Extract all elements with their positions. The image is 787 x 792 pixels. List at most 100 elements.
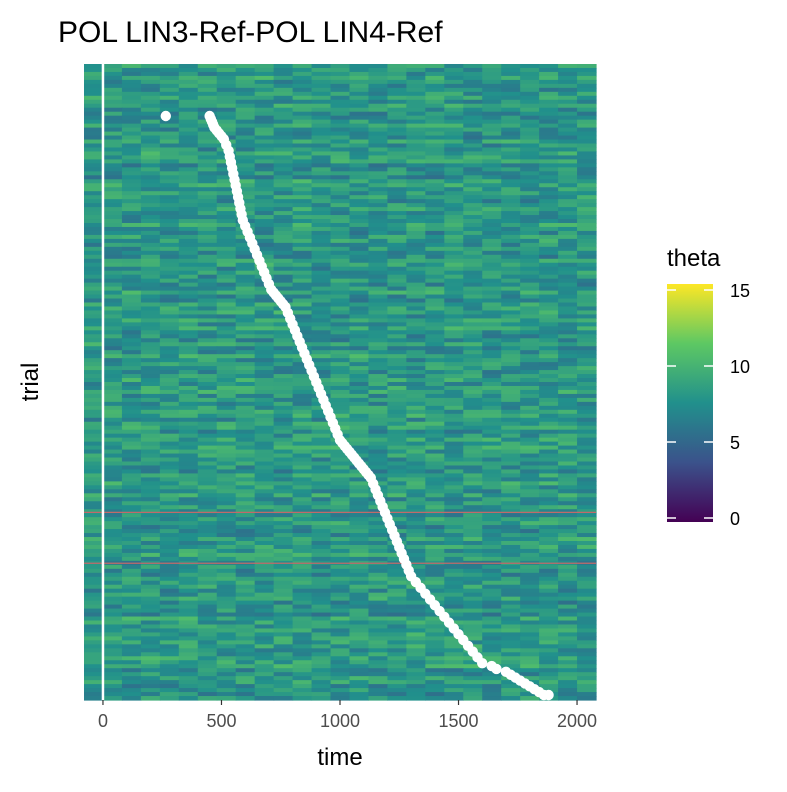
heatmap-cell: [330, 127, 351, 133]
heatmap-cell: [444, 441, 464, 447]
heatmap-cell: [482, 401, 502, 407]
heatmap-cell: [178, 401, 199, 407]
heatmap-cell: [102, 99, 123, 105]
heatmap-cell: [311, 453, 332, 459]
heatmap-cell: [501, 230, 521, 236]
heatmap-cell: [292, 230, 313, 236]
heatmap-cell: [501, 608, 521, 614]
heatmap-cell: [235, 401, 256, 407]
heatmap-cell: [349, 660, 370, 665]
heatmap-cell: [140, 437, 161, 443]
heatmap-cell: [482, 262, 502, 268]
heatmap-cell: [577, 644, 597, 649]
heatmap-cell: [84, 397, 104, 403]
heatmap-cell: [140, 302, 161, 308]
heatmap-cell: [406, 179, 426, 184]
heatmap-cell: [159, 501, 180, 506]
heatmap-cell: [330, 191, 351, 196]
heatmap-cell: [84, 342, 104, 347]
heatmap-cell: [577, 636, 597, 641]
heatmap-cell: [330, 330, 351, 335]
heatmap-cell: [84, 159, 104, 164]
heatmap-cell: [273, 556, 294, 562]
heatmap-cell: [197, 378, 218, 383]
heatmap-cell: [121, 175, 142, 180]
heatmap-cell: [235, 151, 256, 157]
heatmap-cell: [235, 624, 256, 630]
heatmap-cell: [463, 207, 483, 212]
heatmap-cell: [406, 596, 426, 602]
heatmap-cell: [349, 322, 370, 327]
heatmap-cell: [425, 509, 445, 514]
heatmap-cell: [444, 461, 464, 467]
heatmap-cell: [273, 215, 294, 220]
heatmap-cell: [577, 195, 597, 200]
heatmap-cell: [425, 556, 445, 562]
heatmap-cell: [273, 433, 294, 439]
heatmap-cell: [292, 533, 313, 538]
heatmap-cell: [216, 457, 237, 463]
heatmap-cell: [292, 425, 313, 431]
heatmap-cell: [178, 211, 199, 216]
heatmap-cell: [463, 393, 483, 399]
heatmap-cell: [197, 163, 218, 168]
heatmap-cell: [406, 668, 426, 673]
heatmap-cell: [84, 648, 104, 653]
heatmap-cell: [140, 127, 161, 133]
heatmap-cell: [406, 87, 426, 93]
heatmap-cell: [84, 99, 104, 105]
heatmap-cell: [178, 433, 199, 439]
heatmap-cell: [273, 346, 294, 351]
heatmap-cell: [349, 306, 370, 312]
heatmap-cell: [425, 401, 445, 407]
heatmap-cell: [273, 278, 294, 284]
heatmap-cell: [311, 624, 332, 630]
heatmap-cell: [235, 346, 256, 351]
heatmap-cell: [311, 656, 332, 661]
heatmap-cell: [311, 640, 332, 645]
heatmap-cell: [159, 425, 180, 431]
heatmap-cell: [463, 175, 483, 180]
heatmap-cell: [425, 592, 445, 598]
heatmap-cell: [425, 425, 445, 431]
heatmap-cell: [558, 473, 578, 479]
heatmap-cell: [254, 246, 275, 252]
heatmap-cell: [482, 676, 502, 681]
heatmap-cell: [463, 342, 483, 347]
heatmap-cell: [577, 580, 597, 586]
heatmap-cell: [273, 632, 294, 638]
heatmap-cell: [482, 556, 502, 562]
heatmap-cell: [254, 652, 275, 657]
heatmap-cell: [520, 548, 540, 554]
heatmap-cell: [140, 640, 161, 645]
heatmap-cell: [425, 489, 445, 494]
heatmap-cell: [558, 644, 578, 649]
heatmap-cell: [121, 620, 142, 626]
heatmap-cell: [444, 155, 464, 161]
heatmap-cell: [235, 652, 256, 657]
heatmap-cell: [425, 612, 445, 618]
heatmap-cell: [501, 660, 521, 665]
heatmap-cell: [197, 433, 218, 439]
heatmap-cell: [273, 115, 294, 121]
heatmap-cell: [368, 660, 388, 665]
heatmap-cell: [197, 449, 218, 455]
heatmap-cell: [539, 453, 559, 459]
heatmap-cell: [159, 509, 180, 514]
heatmap-cell: [330, 393, 351, 399]
heatmap-cell: [539, 517, 559, 522]
heatmap-cell: [539, 147, 559, 153]
heatmap-cell: [520, 83, 540, 89]
heatmap-cell: [235, 203, 256, 208]
overlay-point: [543, 689, 554, 701]
heatmap-cell: [368, 64, 388, 69]
heatmap-cell: [102, 87, 123, 93]
heatmap-cell: [178, 207, 199, 212]
heatmap-cell: [235, 600, 256, 606]
heatmap-cell: [368, 362, 388, 367]
heatmap-cell: [368, 541, 388, 546]
heatmap-cell: [520, 115, 540, 121]
heatmap-cell: [197, 385, 218, 391]
heatmap-cell: [520, 290, 540, 296]
heatmap-cell: [330, 684, 351, 689]
